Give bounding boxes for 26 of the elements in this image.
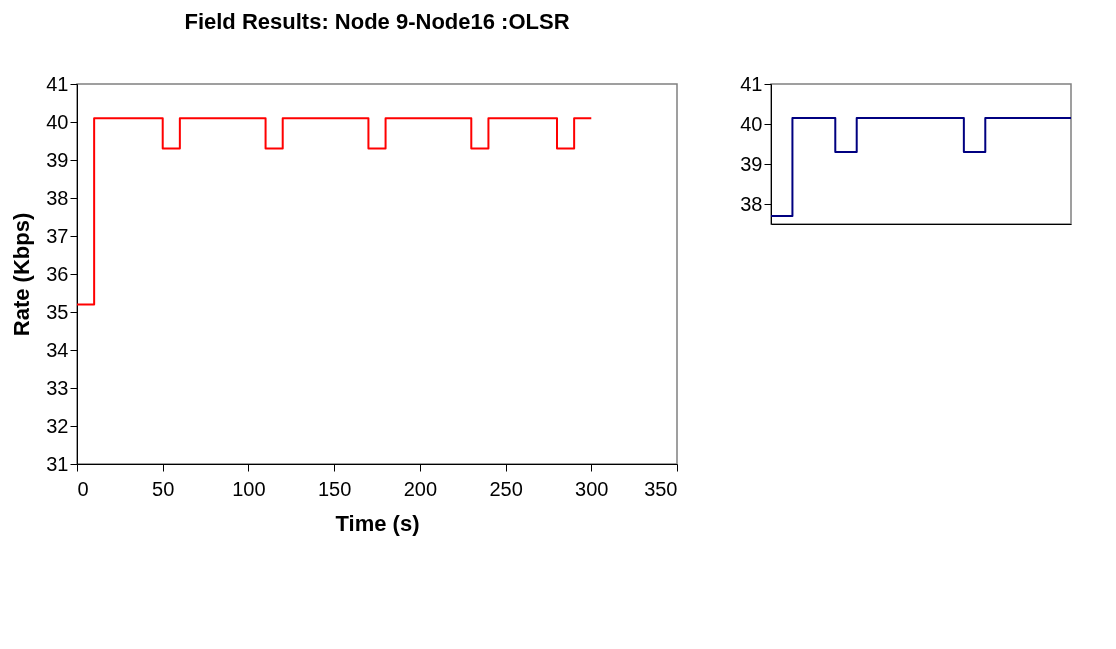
x-tick-label: 150 [317,477,352,500]
y-tick-label: 31 [46,452,69,475]
y-tick-label: 39 [46,148,69,171]
chart-title: Field Results: Node 9-Node16 :OLSR [184,9,570,34]
x-tick-label: 100 [232,477,266,500]
y-tick-label: 36 [46,262,69,285]
y-tick-label: 39 [740,152,763,175]
y-axis-title: Rate (Kbps) [9,212,35,337]
y-tick-label: 32 [46,414,69,437]
y-tick-label: 41 [740,72,763,95]
y-tick-label: 40 [740,112,763,135]
y-tick-label: 41 [46,72,69,95]
y-tick-label: 38 [740,192,763,215]
y-tick-label: 37 [46,224,69,247]
x-tick-label: 300 [575,477,609,500]
x-tick-label: 250 [489,477,523,500]
y-tick-label: 38 [46,186,69,209]
x-axis-title: Time (s) [335,510,420,536]
x-tick-label: 200 [403,477,438,500]
x-tick-label: 350 [644,477,678,500]
y-tick-label: 34 [46,338,69,361]
y-tick-label: 40 [46,110,69,133]
y-tick-label: 33 [46,376,69,399]
y-tick-label: 35 [46,300,69,323]
x-tick-label: 50 [152,477,175,500]
x-tick-label: 0 [77,477,89,500]
